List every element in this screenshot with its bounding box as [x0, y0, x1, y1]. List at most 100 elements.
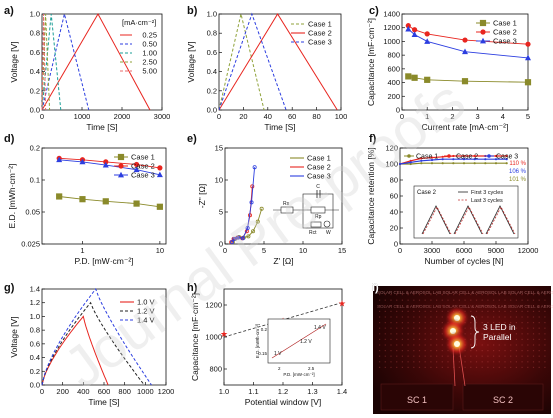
breadboard-hole: [521, 366, 523, 368]
y-tick-label: 600: [387, 64, 400, 73]
breadboard-hole: [407, 305, 409, 307]
breadboard-hole: [407, 344, 409, 346]
breadboard-hole: [510, 366, 512, 368]
supercapacitor-cell-1: [380, 383, 454, 411]
breadboard-hole: [493, 333, 495, 335]
breadboard-hole: [464, 355, 466, 357]
breadboard-hole: [544, 344, 546, 346]
panel-label-i: i): [372, 282, 379, 294]
breadboard-hole: [487, 327, 489, 329]
breadboard-hole: [532, 355, 535, 357]
breadboard-hole: [544, 361, 546, 363]
breadboard-hole: [527, 350, 529, 352]
legend-label: 2.50: [142, 58, 157, 67]
breadboard-hole: [379, 327, 381, 329]
breadboard-hole: [458, 366, 460, 368]
breadboard-hole: [436, 299, 438, 301]
breadboard-hole: [487, 316, 489, 318]
panel-label-g: g): [4, 282, 15, 294]
data-point-Case 3: [462, 48, 468, 55]
data-point-Case 1: [441, 162, 444, 165]
breadboard-hole: [430, 350, 432, 352]
breadboard-hole: [493, 327, 495, 329]
data-point-Case 1: [505, 162, 508, 165]
breadboard-hole: [510, 299, 512, 301]
breadboard-hole: [401, 333, 403, 335]
plot-frame: [41, 147, 167, 245]
legend-entry: Case 3: [290, 172, 331, 181]
breadboard-hole: [493, 355, 495, 357]
breadboard-hole: [498, 310, 500, 312]
legend-entry: 1.4 V: [120, 316, 155, 325]
data-point-Case 3: [420, 159, 423, 162]
data-point-Case 1: [452, 162, 455, 165]
breadboard-hole: [424, 305, 426, 307]
panel-label-f: f): [369, 133, 377, 145]
y-tick-label: 0.8: [30, 29, 40, 38]
breadboard-hole: [532, 316, 535, 318]
breadboard-hole: [390, 305, 392, 307]
breadboard-hole: [481, 366, 483, 368]
breadboard-hole: [487, 344, 489, 346]
breadboard-hole: [487, 322, 489, 324]
circuit-label: Rct: [309, 230, 317, 236]
y-tick-label: 0.6: [207, 48, 217, 57]
breadboard-hole: [510, 338, 512, 340]
y-tick-label: 0.4: [30, 67, 40, 76]
retention-end-label: 106 %: [509, 169, 527, 175]
data-point-Case 2: [250, 184, 255, 189]
breadboard-hole: [532, 350, 535, 352]
legend-entry: 0.50: [120, 40, 157, 49]
y-axis-label: Capacitance retention [%]: [366, 147, 376, 244]
breadboard-hole: [441, 338, 443, 340]
led: [454, 341, 460, 347]
data-point-Case 1: [461, 78, 469, 85]
series-2.50: [41, 13, 51, 111]
breadboard-hole: [493, 361, 495, 363]
breadboard-hole: [521, 338, 523, 340]
data-point-Case 1: [251, 229, 256, 234]
breadboard-hole: [544, 327, 546, 329]
inset-line: [271, 323, 327, 359]
breadboard-hole: [436, 305, 438, 307]
breadboard-hole: [396, 327, 398, 329]
breadboard-hole: [475, 361, 478, 363]
breadboard-hole: [407, 366, 409, 368]
breadboard-hole: [407, 322, 409, 324]
data-point-Case 3: [398, 162, 402, 166]
legend-label: Case 1: [131, 153, 155, 162]
breadboard-hole: [407, 338, 409, 340]
breadboard-hole: [515, 333, 517, 335]
breadboard-hole: [538, 299, 540, 301]
series-Case 1: [218, 13, 265, 111]
chart-d: 1 10 0.025 0.05 0.1 0.2 P.D. [mW·cm⁻²] E.D. [mW…: [7, 144, 167, 266]
cell-label-1: SC 1: [407, 395, 427, 405]
breadboard-hole: [532, 344, 535, 346]
breadboard-hole: [470, 344, 472, 346]
breadboard-hole: [487, 366, 489, 368]
breadboard-hole: [384, 338, 386, 340]
data-point-Case 3: [424, 38, 431, 44]
breadboard-hole: [470, 355, 472, 357]
circuit-label: Rp: [315, 214, 322, 220]
y-tick-label: 0.4: [30, 353, 40, 362]
breadboard-hole: [544, 322, 546, 324]
panel-label-b: b): [187, 5, 198, 17]
y-tick-label: 15: [215, 144, 223, 153]
inset-tick: 0.15: [258, 351, 267, 356]
x-tick-label: 6000: [456, 246, 473, 255]
data-point-Case 1: [430, 162, 434, 165]
breadboard-hole: [510, 350, 512, 352]
legend-label: 1.00: [142, 49, 157, 58]
breadboard-hole: [390, 316, 392, 318]
y-tick-label: 400: [387, 78, 400, 87]
breadboard-hole: [424, 333, 426, 335]
breadboard-hole: [527, 327, 529, 329]
x-axis-label: Time [S]: [88, 397, 119, 407]
x-tick-label: 40: [264, 112, 272, 121]
legend-entry: 1.0 V: [120, 298, 155, 307]
breadboard-hole: [515, 305, 517, 307]
breadboard-hole: [379, 350, 381, 352]
data-point: ★: [338, 298, 346, 308]
y-tick-label: 60: [390, 192, 398, 201]
